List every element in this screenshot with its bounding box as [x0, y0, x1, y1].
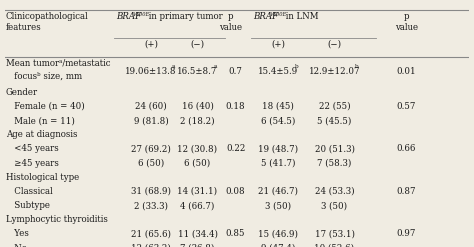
Text: 6 (54.5): 6 (54.5) [261, 116, 295, 125]
Text: in primary tumor: in primary tumor [146, 12, 223, 21]
Text: p
value: p value [395, 12, 418, 32]
Text: Yes: Yes [6, 229, 28, 238]
Text: Male (n = 11): Male (n = 11) [6, 116, 74, 125]
Text: 5 (41.7): 5 (41.7) [261, 159, 295, 168]
Text: 27 (69.2): 27 (69.2) [131, 144, 171, 153]
Text: V600E: V600E [133, 12, 150, 17]
Text: 16 (40): 16 (40) [182, 102, 213, 111]
Text: in LNM: in LNM [283, 12, 319, 21]
Text: 6 (50): 6 (50) [138, 159, 164, 168]
Text: 0.7: 0.7 [228, 67, 243, 76]
Text: Classical: Classical [6, 187, 53, 196]
Text: (−): (−) [328, 40, 342, 48]
Text: 12 (63.2): 12 (63.2) [131, 244, 171, 247]
Text: 11 (34.4): 11 (34.4) [178, 229, 218, 238]
Text: Mean tumorᵃ/metastatic: Mean tumorᵃ/metastatic [6, 58, 110, 67]
Text: (+): (+) [144, 40, 158, 48]
Text: BRAF: BRAF [253, 12, 278, 21]
Text: 12 (30.8): 12 (30.8) [177, 144, 218, 153]
Text: 15.4±5.9: 15.4±5.9 [258, 67, 298, 76]
Text: 15 (46.9): 15 (46.9) [258, 229, 298, 238]
Text: 20 (51.3): 20 (51.3) [315, 144, 355, 153]
Text: 0.18: 0.18 [226, 102, 246, 111]
Text: 21 (46.7): 21 (46.7) [258, 187, 298, 196]
Text: 17 (53.1): 17 (53.1) [315, 229, 355, 238]
Text: Lymphocytic thyroiditis: Lymphocytic thyroiditis [6, 215, 108, 224]
Text: a: a [172, 64, 175, 69]
Text: Age at diagnosis: Age at diagnosis [6, 130, 77, 139]
Text: 21 (65.6): 21 (65.6) [131, 229, 171, 238]
Text: p
value: p value [219, 12, 243, 32]
Text: 19.06±13.8: 19.06±13.8 [125, 67, 177, 76]
Text: BRAF: BRAF [116, 12, 141, 21]
Text: 3 (50): 3 (50) [265, 201, 291, 210]
Text: focusᵇ size, mm: focusᵇ size, mm [6, 72, 82, 81]
Text: 9 (81.8): 9 (81.8) [134, 116, 168, 125]
Text: 6 (50): 6 (50) [184, 159, 210, 168]
Text: 0.87: 0.87 [397, 187, 416, 196]
Text: 12.9±12.07: 12.9±12.07 [309, 67, 360, 76]
Text: 22 (55): 22 (55) [319, 102, 350, 111]
Text: 7 (36.8): 7 (36.8) [180, 244, 215, 247]
Text: (−): (−) [191, 40, 205, 48]
Text: 5 (45.5): 5 (45.5) [318, 116, 352, 125]
Text: 18 (45): 18 (45) [262, 102, 294, 111]
Text: 9 (47.4): 9 (47.4) [261, 244, 295, 247]
Text: 0.01: 0.01 [397, 67, 416, 76]
Text: b: b [355, 64, 359, 69]
Text: 10 (52.6): 10 (52.6) [314, 244, 355, 247]
Text: 0.66: 0.66 [397, 144, 416, 153]
Text: 0.22: 0.22 [226, 144, 245, 153]
Text: a: a [214, 64, 218, 69]
Text: Subtype: Subtype [6, 201, 50, 210]
Text: 0.57: 0.57 [397, 102, 416, 111]
Text: Clinicopathological
features: Clinicopathological features [6, 12, 89, 32]
Text: 19 (48.7): 19 (48.7) [258, 144, 298, 153]
Text: 31 (68.9): 31 (68.9) [131, 187, 171, 196]
Text: Histological type: Histological type [6, 173, 79, 182]
Text: 16.5±8.7: 16.5±8.7 [177, 67, 218, 76]
Text: 0.97: 0.97 [397, 229, 416, 238]
Text: 14 (31.1): 14 (31.1) [177, 187, 218, 196]
Text: V600E: V600E [270, 12, 287, 17]
Text: 4 (66.7): 4 (66.7) [180, 201, 215, 210]
Text: Gender: Gender [6, 88, 38, 97]
Text: No: No [6, 244, 27, 247]
Text: <45 years: <45 years [6, 144, 58, 153]
Text: 7 (58.3): 7 (58.3) [318, 159, 352, 168]
Text: b: b [294, 64, 298, 69]
Text: 3 (50): 3 (50) [321, 201, 347, 210]
Text: 24 (60): 24 (60) [135, 102, 167, 111]
Text: 2 (33.3): 2 (33.3) [134, 201, 168, 210]
Text: ≥45 years: ≥45 years [6, 159, 59, 168]
Text: 2 (18.2): 2 (18.2) [180, 116, 215, 125]
Text: 0.85: 0.85 [226, 229, 246, 238]
Text: 0.08: 0.08 [226, 187, 246, 196]
Text: 24 (53.3): 24 (53.3) [315, 187, 355, 196]
Text: Female (n = 40): Female (n = 40) [6, 102, 84, 111]
Text: (+): (+) [271, 40, 285, 48]
